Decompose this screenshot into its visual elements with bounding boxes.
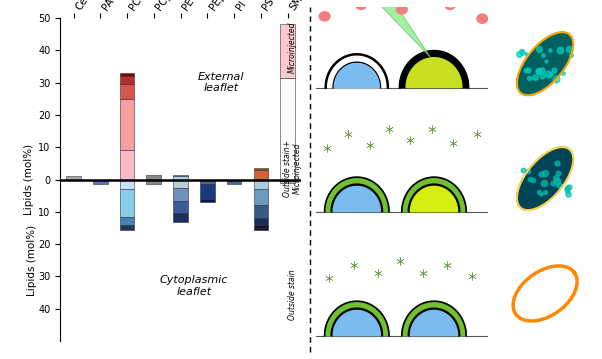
Bar (146, 180, 161, 185)
Bar (253, 189, 268, 205)
Text: Microinjected: Microinjected (288, 22, 297, 73)
Text: Outside stain+
Microinjected: Outside stain+ Microinjected (283, 140, 302, 196)
Ellipse shape (477, 14, 488, 23)
Bar (66, 176, 81, 180)
Polygon shape (331, 184, 382, 212)
Bar (227, 180, 241, 185)
Bar (120, 225, 134, 230)
Text: Outside stain: Outside stain (288, 269, 297, 320)
Ellipse shape (445, 0, 456, 9)
Polygon shape (326, 54, 388, 88)
Polygon shape (324, 177, 389, 212)
Ellipse shape (319, 12, 330, 21)
Polygon shape (402, 177, 466, 212)
Bar (173, 187, 188, 200)
Bar (281, 78, 295, 180)
Bar (200, 185, 215, 199)
Ellipse shape (356, 0, 367, 9)
Bar (281, 181, 295, 183)
Polygon shape (408, 184, 460, 212)
Bar (173, 200, 188, 213)
Bar (200, 199, 215, 202)
Bar (120, 73, 134, 76)
Text: External
leaflet: External leaflet (197, 72, 244, 93)
Polygon shape (517, 147, 573, 210)
Text: Cytoplasmic
leaflet: Cytoplasmic leaflet (160, 275, 228, 297)
Text: Lipids (mol%): Lipids (mol%) (27, 225, 37, 296)
Y-axis label: Lipids (mol%): Lipids (mol%) (24, 144, 34, 215)
Bar (253, 180, 268, 189)
Bar (173, 176, 188, 180)
Polygon shape (334, 186, 380, 212)
Polygon shape (381, 0, 431, 58)
Polygon shape (402, 301, 466, 336)
Polygon shape (324, 301, 389, 336)
Bar (93, 180, 108, 185)
Bar (253, 170, 268, 180)
Bar (173, 213, 188, 222)
Polygon shape (411, 186, 458, 212)
Bar (146, 175, 161, 180)
Bar (253, 228, 268, 230)
Bar (173, 175, 188, 176)
Bar (120, 189, 134, 217)
Bar (120, 216, 134, 225)
Polygon shape (331, 308, 382, 336)
Polygon shape (517, 32, 573, 95)
Bar (281, 24, 295, 78)
Polygon shape (411, 311, 458, 336)
Bar (120, 150, 134, 180)
Bar (200, 180, 215, 185)
Polygon shape (334, 62, 380, 88)
Bar (120, 76, 134, 84)
Polygon shape (406, 58, 462, 88)
Bar (281, 180, 295, 181)
Bar (253, 225, 268, 228)
Bar (120, 84, 134, 99)
Polygon shape (334, 64, 379, 88)
Bar (173, 180, 188, 187)
Bar (120, 99, 134, 150)
Bar (253, 205, 268, 218)
Bar (253, 168, 268, 170)
Polygon shape (334, 311, 380, 336)
Polygon shape (400, 51, 468, 88)
Bar (253, 218, 268, 225)
Ellipse shape (397, 5, 407, 14)
Polygon shape (408, 308, 460, 336)
Bar (120, 180, 134, 189)
